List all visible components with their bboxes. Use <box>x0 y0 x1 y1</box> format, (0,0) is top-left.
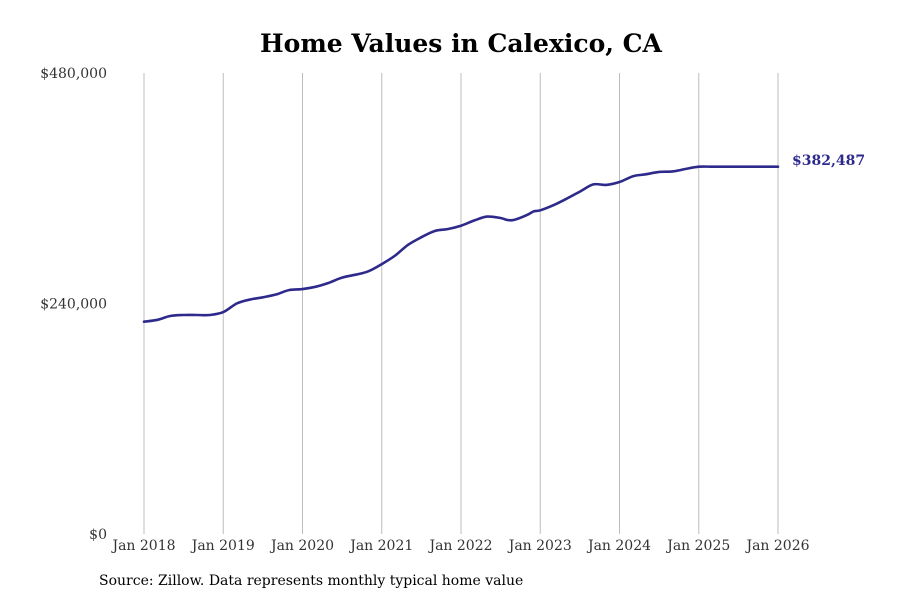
y-axis-ticks: $0 $240,000 $480,000 <box>40 66 107 543</box>
source-note: Source: Zillow. Data represents monthly … <box>99 573 524 589</box>
x-tick-label: Jan 2018 <box>110 538 175 554</box>
y-tick-label: $480,000 <box>40 66 107 82</box>
chart-title: Home Values in Calexico, CA <box>260 29 662 58</box>
x-tick-label: Jan 2022 <box>427 538 492 554</box>
x-tick-label: Jan 2020 <box>269 538 334 554</box>
x-tick-label: Jan 2021 <box>348 538 413 554</box>
x-tick-label: Jan 2019 <box>190 538 255 554</box>
x-tick-label: Jan 2026 <box>744 538 809 554</box>
x-tick-label: Jan 2023 <box>507 538 572 554</box>
y-tick-label: $240,000 <box>40 297 107 313</box>
grid-lines <box>143 73 779 534</box>
y-tick-label: $0 <box>89 527 107 543</box>
x-tick-label: Jan 2025 <box>665 538 730 554</box>
series-line-home-value <box>142 165 780 323</box>
end-value-label: $382,487 <box>792 153 865 169</box>
x-tick-label: Jan 2024 <box>586 538 651 554</box>
x-axis-ticks: Jan 2018 Jan 2019 Jan 2020 Jan 2021 Jan 2022… <box>110 538 809 554</box>
